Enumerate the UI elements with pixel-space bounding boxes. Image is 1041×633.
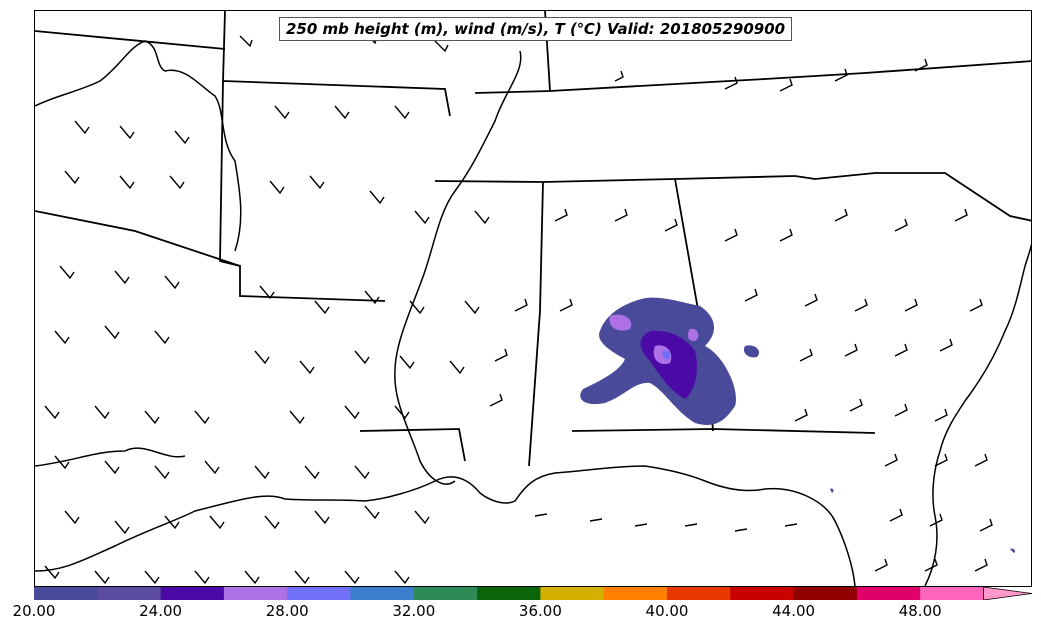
colorbar-segment (223, 587, 288, 600)
map-panel: 250 mb height (m), wind (m/s), T (℃) Val… (34, 10, 1032, 587)
colorbar-segment (920, 587, 984, 600)
colorbar-ticks: 20.00 24.00 28.00 32.00 36.00 40.00 44.00 48.00 (0, 600, 1041, 630)
colorbar-segment (350, 587, 415, 600)
map-canvas (35, 11, 1031, 586)
colorbar-segment (856, 587, 921, 600)
colorbar-tick-label: 44.00 (772, 602, 816, 620)
colorbar-extend-arrow (983, 587, 1033, 600)
colorbar-segment (160, 587, 225, 600)
colorbar-segment (793, 587, 858, 600)
colorbar-segment (413, 587, 478, 600)
colorbar-tick-label: 36.00 (518, 602, 562, 620)
colorbar-segment (730, 587, 795, 600)
colorbar-segment (540, 587, 605, 600)
colorbar-segment (97, 587, 162, 600)
state-boundaries (35, 11, 1031, 467)
map-title: 250 mb height (m), wind (m/s), T (℃) Val… (279, 17, 793, 41)
colorbar-segment (287, 587, 351, 600)
colorbar-tick-label: 24.00 (139, 602, 183, 620)
colorbar-segment (34, 587, 98, 600)
colorbar-segment (603, 587, 668, 600)
colorbar-tick-label: 40.00 (645, 602, 689, 620)
colorbar-tick-label: 48.00 (898, 602, 942, 620)
wind-barbs (44, 28, 993, 585)
temperature-contours (580, 297, 1016, 553)
colorbar (34, 587, 1033, 600)
coastline (35, 40, 1031, 586)
colorbar-segment (667, 587, 731, 600)
colorbar-tick-label: 28.00 (265, 602, 309, 620)
colorbar-tick-label: 20.00 (12, 602, 56, 620)
colorbar-tick-label: 32.00 (392, 602, 436, 620)
colorbar-segment (477, 587, 541, 600)
